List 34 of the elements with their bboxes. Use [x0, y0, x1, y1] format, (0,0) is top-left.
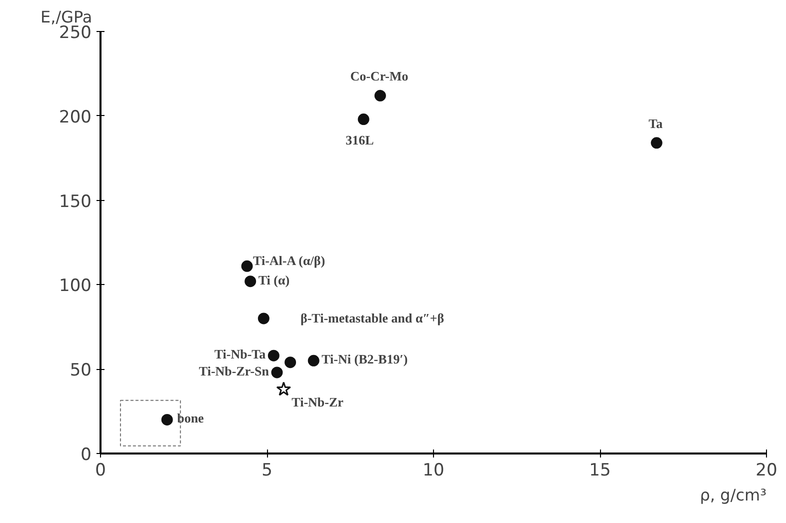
point [161, 414, 173, 426]
y-tick-label: 200 [59, 107, 92, 128]
annotation: Ti (α) [258, 272, 290, 288]
x-tick-label: 0 [95, 460, 106, 480]
annotation: Ta [648, 116, 664, 131]
point [244, 276, 256, 288]
annotation: bone [177, 410, 204, 426]
annotation: Ti-Nb-Zr-Sn [198, 363, 270, 378]
annotation: Ti-Nb-Ta [214, 346, 266, 362]
x-tick-label: 5 [262, 460, 272, 480]
point [374, 90, 386, 102]
annotation: Ti-Nb-Zr [292, 394, 344, 410]
y-tick-label: 0 [80, 445, 92, 465]
point [241, 260, 253, 272]
annotation: Co-Cr-Mo [350, 68, 408, 84]
annotation: Ti-Ni (B2-B19′) [322, 352, 408, 367]
x-tick-label: 10 [422, 460, 444, 480]
point [308, 354, 320, 366]
point [268, 350, 280, 362]
x-axis-title: ρ, g/cm³ [700, 486, 766, 504]
point [650, 137, 662, 149]
annotation: β-Ti-metastable and α″+β [300, 310, 444, 326]
point [258, 312, 270, 324]
x-tick-label: 15 [589, 460, 611, 480]
point [358, 114, 370, 126]
point [284, 356, 296, 368]
y-tick-label: 100 [59, 276, 92, 296]
y-tick-label: 50 [70, 360, 92, 381]
x-tick-label: 20 [756, 460, 778, 480]
point [276, 382, 292, 396]
y-tick-label: 150 [59, 192, 92, 212]
annotation: 316L [346, 132, 374, 148]
annotation: Ti-Al-A (α/β) [253, 253, 326, 268]
point [271, 366, 283, 378]
